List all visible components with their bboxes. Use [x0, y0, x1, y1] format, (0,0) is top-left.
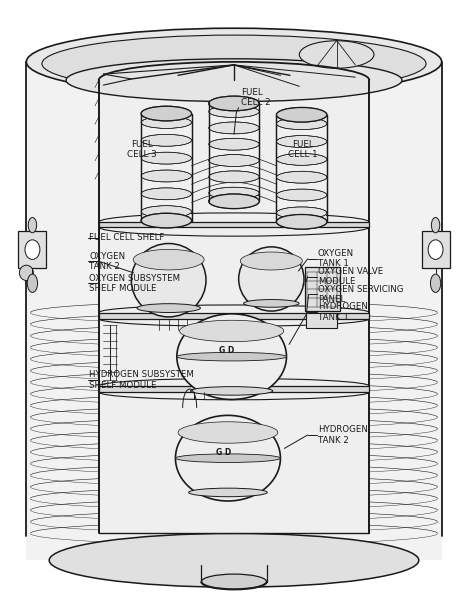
Bar [277, 115, 326, 221]
Ellipse shape [209, 96, 259, 111]
Polygon shape [99, 222, 369, 227]
Ellipse shape [141, 213, 191, 228]
Text: FUEL
CELL 3: FUEL CELL 3 [127, 140, 156, 159]
Bar [142, 114, 191, 220]
Ellipse shape [176, 454, 280, 462]
Bar [209, 104, 259, 200]
Bar [307, 313, 336, 328]
Ellipse shape [190, 387, 273, 395]
Ellipse shape [132, 243, 206, 317]
Text: FUEL CELL SHELF: FUEL CELL SHELF [89, 234, 165, 243]
Text: G D: G D [216, 447, 231, 457]
Ellipse shape [209, 194, 259, 208]
Ellipse shape [176, 416, 280, 501]
Ellipse shape [300, 40, 374, 68]
Ellipse shape [431, 218, 440, 233]
Ellipse shape [141, 152, 191, 164]
Ellipse shape [277, 215, 327, 229]
Ellipse shape [277, 135, 327, 148]
Ellipse shape [209, 139, 259, 150]
Ellipse shape [431, 274, 441, 292]
Ellipse shape [189, 488, 267, 497]
Ellipse shape [133, 249, 204, 270]
Ellipse shape [27, 274, 37, 292]
Ellipse shape [209, 154, 259, 167]
Text: OXYGEN
TANK 1: OXYGEN TANK 1 [318, 249, 354, 268]
Ellipse shape [277, 171, 327, 183]
Ellipse shape [209, 96, 259, 111]
Ellipse shape [209, 194, 259, 208]
Ellipse shape [177, 314, 286, 400]
Ellipse shape [141, 106, 191, 121]
Ellipse shape [240, 252, 302, 270]
Ellipse shape [209, 187, 259, 199]
Ellipse shape [277, 107, 327, 122]
Ellipse shape [177, 352, 286, 361]
Ellipse shape [141, 170, 191, 182]
Ellipse shape [277, 153, 327, 166]
Text: OXYGEN
TANK 2: OXYGEN TANK 2 [89, 251, 125, 271]
Ellipse shape [141, 188, 191, 200]
Ellipse shape [141, 116, 191, 128]
Ellipse shape [141, 206, 191, 218]
Ellipse shape [141, 213, 191, 228]
Ellipse shape [277, 118, 327, 129]
Bar [422, 231, 450, 268]
Polygon shape [99, 313, 369, 319]
Ellipse shape [209, 122, 259, 134]
Ellipse shape [178, 422, 278, 443]
Ellipse shape [28, 218, 37, 233]
Text: OXYGEN SUBSYSTEM
SHELF MODULE: OXYGEN SUBSYSTEM SHELF MODULE [89, 273, 181, 293]
Ellipse shape [209, 171, 259, 183]
Ellipse shape [209, 105, 259, 118]
Ellipse shape [239, 247, 304, 311]
Ellipse shape [277, 107, 327, 122]
Ellipse shape [26, 28, 442, 96]
Bar [18, 231, 46, 268]
Polygon shape [26, 62, 442, 560]
Ellipse shape [19, 265, 33, 281]
Text: OXYGEN SERVICING
PANEL: OXYGEN SERVICING PANEL [318, 284, 403, 304]
Polygon shape [99, 386, 369, 392]
Text: OXYGEN VALVE
MODULE: OXYGEN VALVE MODULE [318, 267, 383, 286]
Ellipse shape [277, 215, 327, 229]
Ellipse shape [49, 533, 419, 587]
Ellipse shape [66, 59, 402, 102]
Text: HYDROGEN SUBSYSTEM
SHELF MODULE: HYDROGEN SUBSYSTEM SHELF MODULE [89, 370, 194, 390]
Ellipse shape [42, 35, 426, 93]
Ellipse shape [428, 240, 443, 259]
Ellipse shape [243, 300, 299, 307]
Ellipse shape [201, 574, 267, 589]
Text: HYDROGEN
TANK 2: HYDROGEN TANK 2 [318, 425, 368, 444]
Polygon shape [99, 80, 369, 533]
Ellipse shape [25, 240, 40, 259]
Ellipse shape [141, 134, 191, 147]
Text: FUEL
CELL 1: FUEL CELL 1 [288, 140, 318, 159]
Ellipse shape [137, 303, 200, 313]
Ellipse shape [277, 189, 327, 201]
Text: G D: G D [219, 346, 234, 355]
Ellipse shape [180, 320, 284, 341]
Ellipse shape [277, 207, 327, 219]
Text: FUEL
CELL 2: FUEL CELL 2 [241, 88, 271, 107]
Ellipse shape [141, 106, 191, 121]
Text: HYDROGEN
TANK 1: HYDROGEN TANK 1 [318, 302, 368, 322]
Bar [305, 267, 340, 311]
